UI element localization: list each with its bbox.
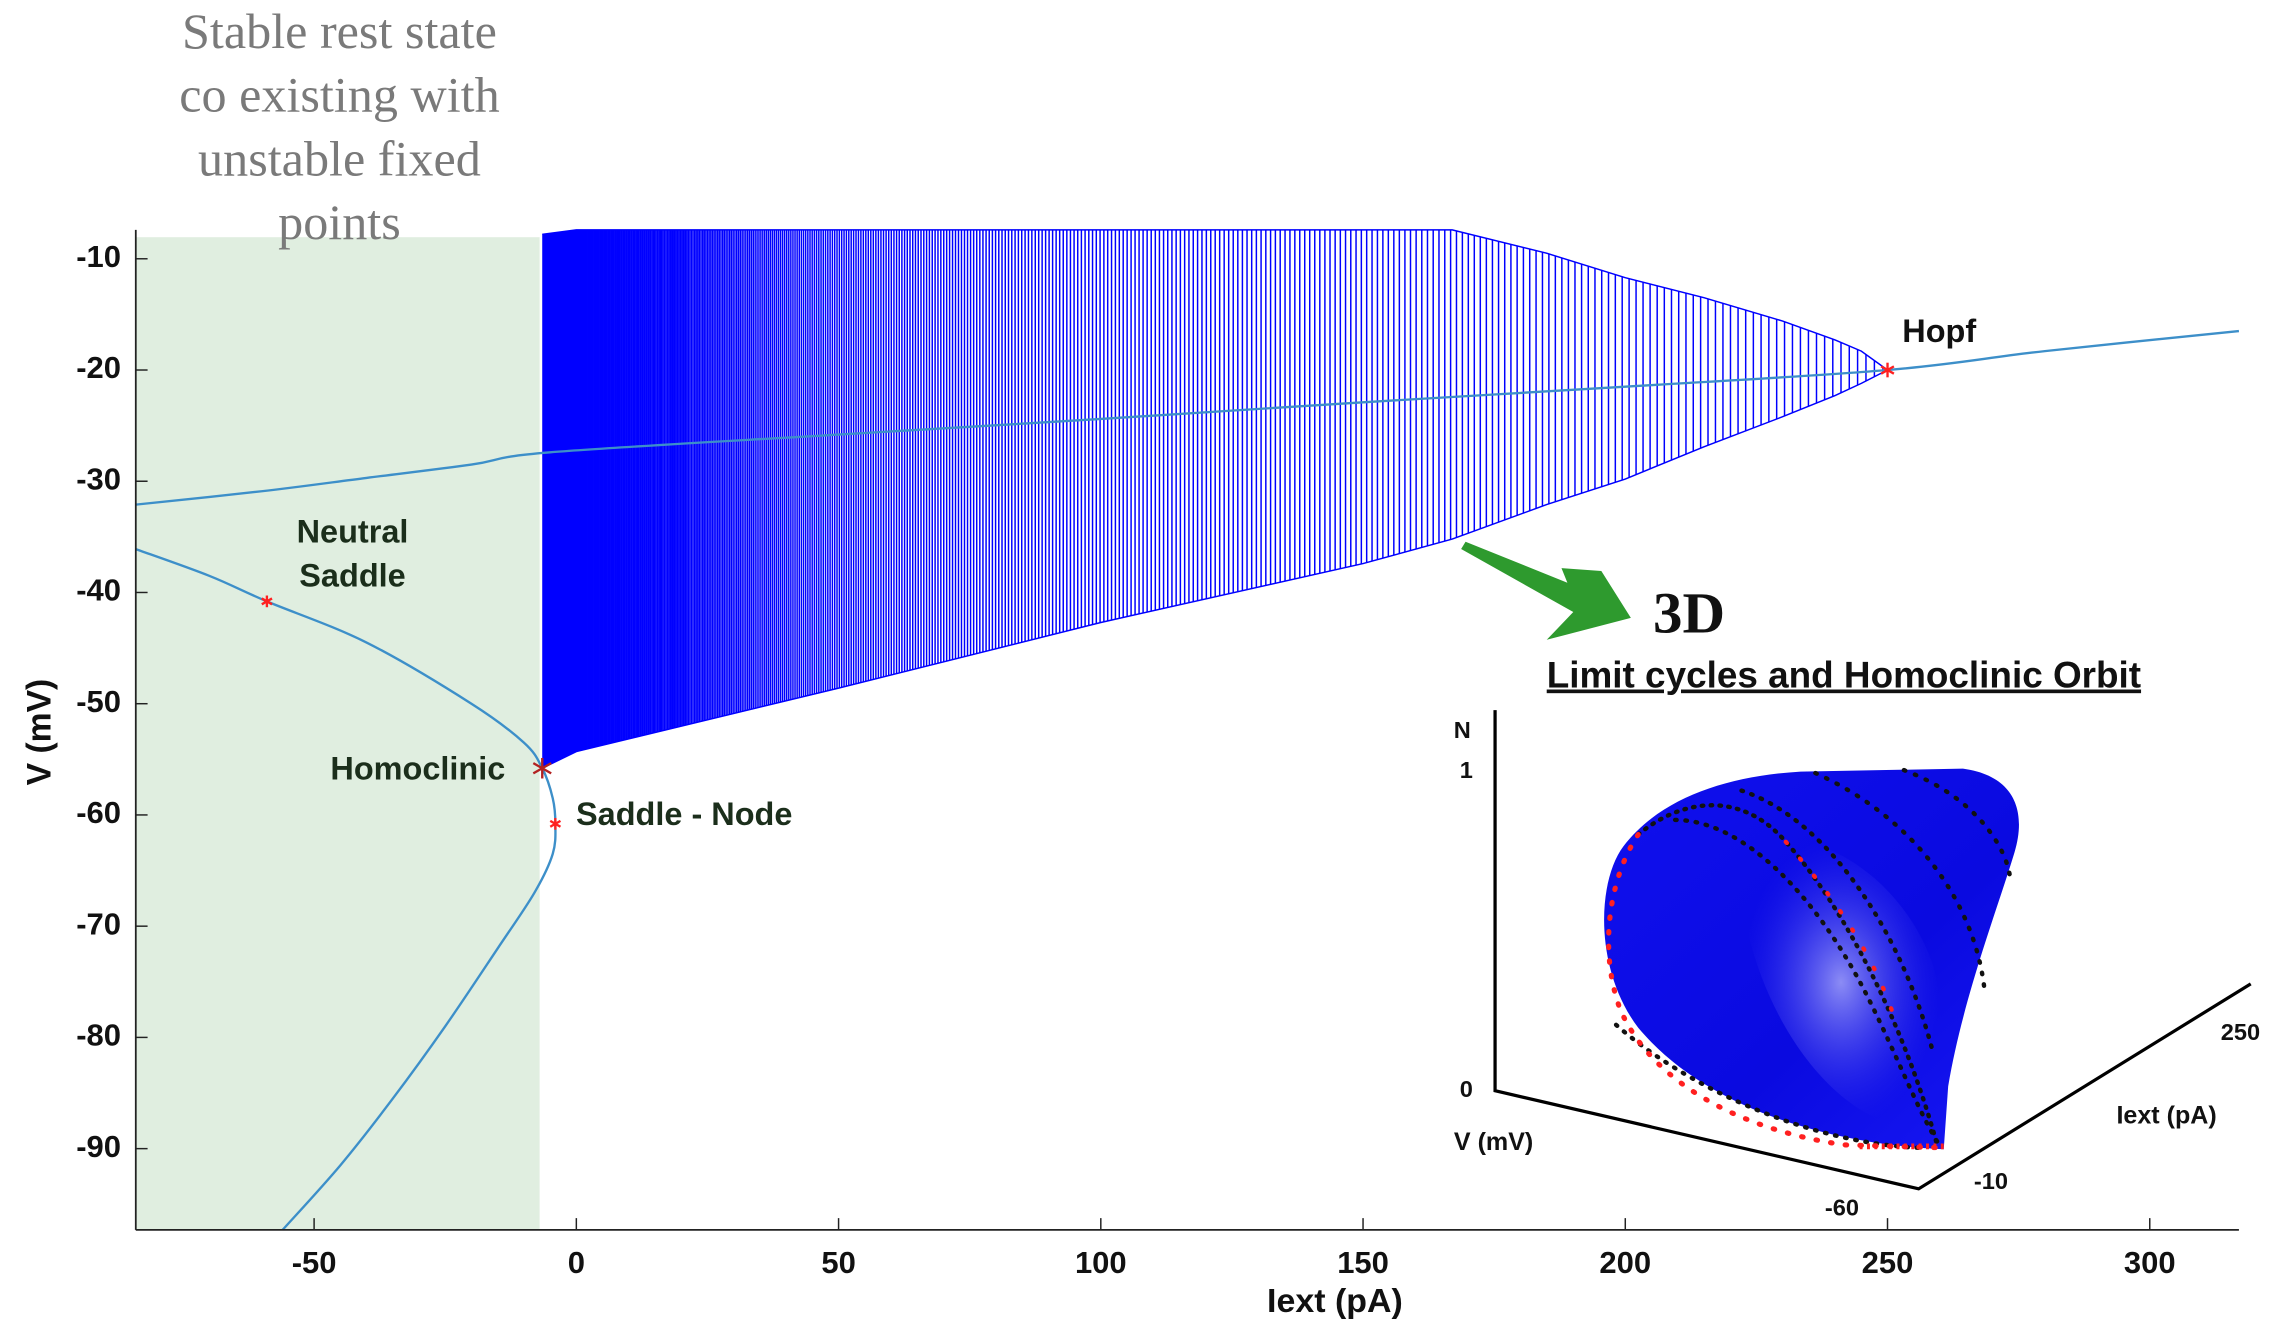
y-tick-label: -40 xyxy=(76,573,121,608)
point-label: Saddle - Node xyxy=(576,796,792,832)
inset-z-label: N xyxy=(1454,717,1471,743)
region-label: unstable fixed xyxy=(198,131,481,187)
point-label: Saddle xyxy=(299,558,405,594)
fixed-point-branch xyxy=(135,547,557,1231)
y-tick-label: -80 xyxy=(76,1018,121,1053)
y-tick-label: -10 xyxy=(76,239,121,274)
point-label: Hopf xyxy=(1902,313,1976,349)
inset: 3D Limit cycles and Homoclinic Orbit N 1… xyxy=(1454,541,2260,1221)
inset-surface xyxy=(1604,767,2019,1151)
inset-i-tick: 250 xyxy=(2221,1019,2260,1045)
x-tick-label: 100 xyxy=(1075,1245,1127,1280)
inset-title: Limit cycles and Homoclinic Orbit xyxy=(1547,655,2141,696)
inset-z-tick: 0 xyxy=(1460,1076,1473,1102)
limit-cycle-envelope xyxy=(541,369,1888,769)
x-tick-label: 150 xyxy=(1337,1245,1389,1280)
limit-cycle-envelope xyxy=(542,229,1888,371)
y-tick-label: -70 xyxy=(76,906,121,941)
region-label: co existing with xyxy=(179,67,500,123)
x-tick-label: 50 xyxy=(821,1245,855,1280)
x-tick-label: 200 xyxy=(1599,1245,1651,1280)
inset-v-tick: -10 xyxy=(1974,1168,2008,1194)
inset-tag: 3D xyxy=(1653,581,1725,646)
y-tick-label: -50 xyxy=(76,684,121,719)
y-tick-label: -60 xyxy=(76,795,121,830)
inset-i-label: Iext (pA) xyxy=(2116,1102,2216,1130)
arrow xyxy=(1461,541,1631,640)
inset-v-label: V (mV) xyxy=(1454,1128,1533,1156)
point-label: Homoclinic xyxy=(330,751,505,787)
shaded-region xyxy=(135,237,540,1230)
limit-cycle-fill xyxy=(542,229,1884,769)
inset-v-tick: -60 xyxy=(1825,1195,1859,1221)
bifurcation-point xyxy=(261,595,273,608)
x-tick-label: 300 xyxy=(2124,1245,2176,1280)
point-label: Neutral xyxy=(297,514,409,550)
y-tick-label: -20 xyxy=(76,350,121,385)
bifurcation-point xyxy=(1880,362,1895,378)
inset-axes xyxy=(1493,710,2252,1191)
x-tick-label: 250 xyxy=(1862,1245,1914,1280)
x-axis-label: Iext (pA) xyxy=(1267,1282,1403,1320)
bifurcation-point xyxy=(532,757,552,779)
x-tick-label: -50 xyxy=(292,1245,337,1280)
y-tick-label: -90 xyxy=(76,1129,121,1164)
x-tick-label: 0 xyxy=(568,1245,585,1280)
inset-z-tick: 1 xyxy=(1460,757,1473,783)
y-axis-label: V (mV) xyxy=(20,679,58,786)
region-label: Stable rest state xyxy=(182,3,497,59)
bifurcation-point xyxy=(549,817,562,830)
y-tick-label: -30 xyxy=(76,461,121,496)
region-label: points xyxy=(278,194,401,250)
